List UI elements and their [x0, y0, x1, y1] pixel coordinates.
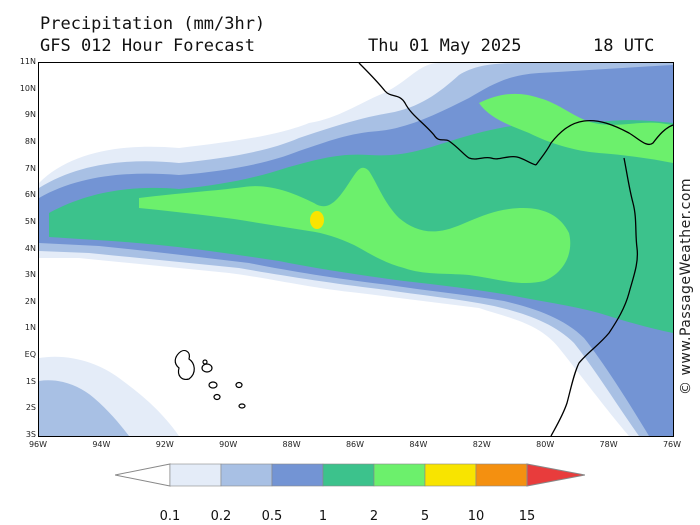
precipitation-map: [38, 62, 674, 437]
lat-tick-6n: 6N: [24, 190, 36, 200]
legend-value-1: 0.2: [210, 509, 232, 524]
galapagos-islands: [174, 349, 246, 409]
legend-swatch-4: [322, 463, 375, 487]
credit-text: © www.PassageWeather.com: [678, 177, 694, 395]
color-legend: [115, 463, 585, 487]
lat-tick-eq: EQ: [24, 350, 36, 360]
lon-tick-86w: 86W: [345, 440, 365, 449]
lat-tick-4n: 4N: [24, 243, 36, 253]
lat-tick-1s: 1S: [25, 376, 36, 386]
coastline-south-america: [550, 157, 639, 436]
lon-tick-92w: 92W: [155, 440, 174, 449]
lon-tick-94w: 94W: [92, 440, 111, 449]
forecast-time: 18 UTC: [593, 36, 655, 56]
lat-tick-8n: 8N: [24, 136, 36, 146]
coastline-central-america: [358, 63, 673, 166]
legend-swatch-1: [169, 463, 222, 487]
lat-tick-1n: 1N: [24, 323, 36, 333]
legend-value-0: 0.1: [159, 509, 181, 524]
legend-value-6: 10: [467, 509, 485, 524]
map-svg: [39, 63, 673, 436]
lon-tick-80w: 80W: [536, 440, 555, 449]
precip-hotspot-yellow: [310, 211, 324, 229]
legend-arrow-left: [115, 463, 171, 487]
legend-swatch-5: [373, 463, 426, 487]
lat-tick-9n: 9N: [24, 110, 36, 120]
forecast-label: GFS 012 Hour Forecast: [40, 36, 255, 56]
legend-value-3: 1: [318, 509, 328, 524]
lat-tick-7n: 7N: [24, 163, 36, 173]
precip-patch-south-blue: [39, 380, 129, 436]
legend-value-2: 0.5: [261, 509, 283, 524]
legend-value-5: 5: [420, 509, 430, 524]
lon-tick-96w: 96W: [28, 440, 48, 449]
precip-patch-green-north: [479, 93, 673, 163]
lon-tick-90w: 90W: [219, 440, 238, 449]
lat-tick-10n: 10N: [19, 83, 36, 93]
lon-tick-78w: 78W: [599, 440, 618, 449]
legend-value-4: 2: [369, 509, 379, 524]
map-title: Precipitation (mm/3hr): [40, 14, 266, 34]
legend-swatch-3: [271, 463, 324, 487]
lat-tick-3s: 3S: [25, 430, 36, 439]
legend-swatch-2: [220, 463, 273, 487]
legend-value-7: 15: [518, 509, 536, 524]
lat-tick-2s: 2S: [25, 403, 36, 413]
lon-tick-84w: 84W: [409, 440, 428, 449]
forecast-date: Thu 01 May 2025: [368, 36, 522, 56]
lon-tick-88w: 88W: [282, 440, 301, 449]
legend-swatch-7: [475, 463, 528, 487]
legend-swatch-6: [424, 463, 477, 487]
lat-tick-11n: 11N: [19, 57, 36, 66]
legend-arrow-right: [526, 463, 585, 487]
lon-tick-82w: 82W: [472, 440, 491, 449]
lat-tick-5n: 5N: [24, 216, 36, 226]
precip-band-green: [139, 167, 571, 284]
lon-tick-76w: 76W: [662, 440, 682, 449]
lat-tick-2n: 2N: [24, 296, 36, 306]
lat-tick-3n: 3N: [24, 270, 36, 280]
